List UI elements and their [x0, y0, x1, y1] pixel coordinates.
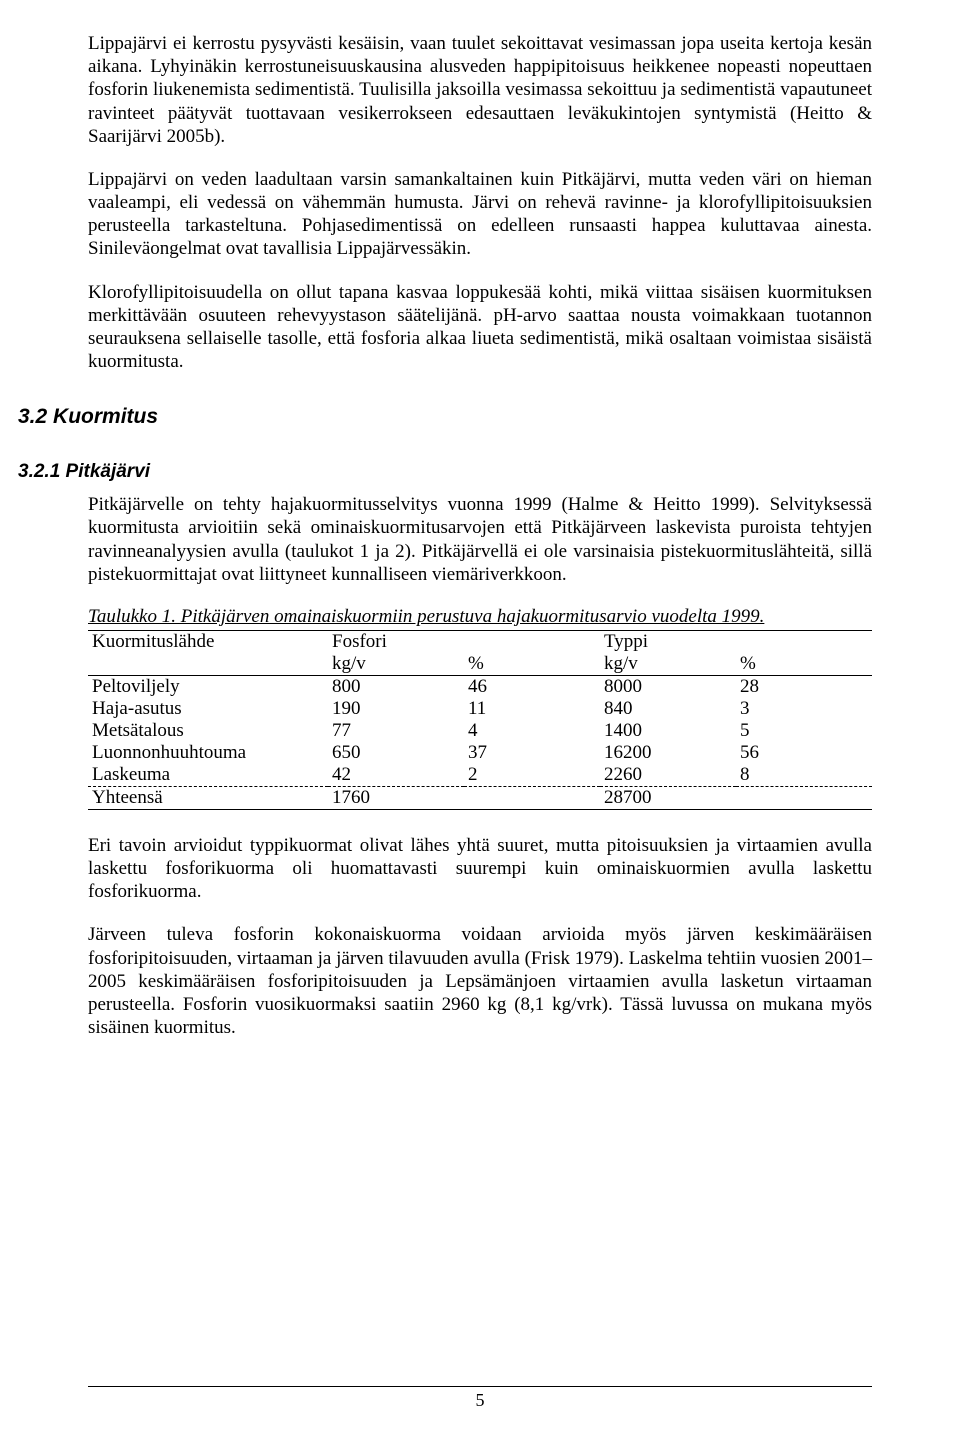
table-cell: Laskeuma	[88, 764, 328, 787]
table-cell: Peltoviljely	[88, 675, 328, 698]
table-cell: 2260	[600, 764, 736, 787]
table-cell: 1400	[600, 720, 736, 742]
table-cell: 42	[328, 764, 464, 787]
table-header-cell: Kuormituslähde	[88, 630, 328, 653]
table-header-cell: Fosfori	[328, 630, 600, 653]
table-cell: 5	[736, 720, 872, 742]
table-cell: 16200	[600, 742, 736, 764]
table-cell: 37	[464, 742, 600, 764]
paragraph: Klorofyllipitoisuudella on ollut tapana …	[88, 281, 872, 374]
table-cell	[464, 786, 600, 809]
table-cell: Haja-asutus	[88, 698, 328, 720]
table-caption: Taulukko 1. Pitkäjärven omainaiskuormiin…	[88, 606, 872, 628]
table-unit-cell: kg/v	[328, 653, 464, 676]
table-cell: 56	[736, 742, 872, 764]
page-number: 5	[0, 1390, 960, 1411]
table-cell: 800	[328, 675, 464, 698]
footer-divider	[88, 1386, 872, 1387]
table-header-cell: Typpi	[600, 630, 872, 653]
paragraph: Pitkäjärvelle on tehty hajakuormitusselv…	[88, 493, 872, 586]
table-row: Laskeuma42222608	[88, 764, 872, 787]
table-cell: 840	[600, 698, 736, 720]
table-cell: Yhteensä	[88, 786, 328, 809]
table-row: Luonnonhuuhtouma650371620056	[88, 742, 872, 764]
table-cell: Luonnonhuuhtouma	[88, 742, 328, 764]
table-header-row: Kuormituslähde Fosfori Typpi	[88, 630, 872, 653]
paragraph: Lippajärvi on veden laadultaan varsin sa…	[88, 168, 872, 261]
table-cell	[736, 786, 872, 809]
paragraph: Eri tavoin arvioidut typpikuormat olivat…	[88, 834, 872, 904]
table-cell: 8000	[600, 675, 736, 698]
paragraph: Järveen tuleva fosforin kokonaiskuorma v…	[88, 923, 872, 1039]
table-total-row: Yhteensä 1760 28700	[88, 786, 872, 809]
table-cell: 650	[328, 742, 464, 764]
table-cell: 11	[464, 698, 600, 720]
table-cell: 46	[464, 675, 600, 698]
section-heading-3-2-1: 3.2.1 Pitkäjärvi	[18, 461, 872, 483]
table-row: Metsätalous77414005	[88, 720, 872, 742]
table-row: Peltoviljely80046800028	[88, 675, 872, 698]
table-cell: 8	[736, 764, 872, 787]
table-cell: 4	[464, 720, 600, 742]
table-unit-cell: %	[736, 653, 872, 676]
section-body: Pitkäjärvelle on tehty hajakuormitusselv…	[88, 493, 872, 1039]
table-cell: 1760	[328, 786, 464, 809]
table-cell: 2	[464, 764, 600, 787]
table-cell: 28	[736, 675, 872, 698]
table-cell: 3	[736, 698, 872, 720]
table-cell: 77	[328, 720, 464, 742]
table-cell: 28700	[600, 786, 736, 809]
table-unit-cell: kg/v	[600, 653, 736, 676]
table-row: Haja-asutus190118403	[88, 698, 872, 720]
table-unit-row: kg/v % kg/v %	[88, 653, 872, 676]
data-table-1: Kuormituslähde Fosfori Typpi kg/v % kg/v…	[88, 630, 872, 810]
document-page: Lippajärvi ei kerrostu pysyvästi kesäisi…	[0, 0, 960, 1429]
section-heading-3-2: 3.2 Kuormitus	[18, 405, 872, 429]
table-cell: Metsätalous	[88, 720, 328, 742]
table-unit-cell: %	[464, 653, 600, 676]
table-cell: 190	[328, 698, 464, 720]
paragraph: Lippajärvi ei kerrostu pysyvästi kesäisi…	[88, 32, 872, 148]
